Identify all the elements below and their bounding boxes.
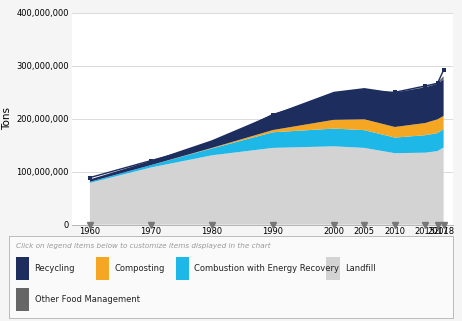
Bar (176, 257, 189, 280)
Text: Recycling: Recycling (35, 264, 75, 273)
Text: Other Food Management: Other Food Management (35, 295, 140, 304)
Text: Composting: Composting (115, 264, 165, 273)
Text: Landfill: Landfill (345, 264, 376, 273)
Bar (16, 257, 29, 280)
Bar (326, 257, 340, 280)
Text: Combustion with Energy Recovery: Combustion with Energy Recovery (194, 264, 339, 273)
Bar (16, 288, 29, 311)
X-axis label: Year: Year (248, 241, 277, 254)
Text: Click on legend items below to customize items displayed in the chart: Click on legend items below to customize… (16, 242, 271, 248)
Bar (96, 257, 109, 280)
Y-axis label: Tons: Tons (2, 107, 12, 130)
